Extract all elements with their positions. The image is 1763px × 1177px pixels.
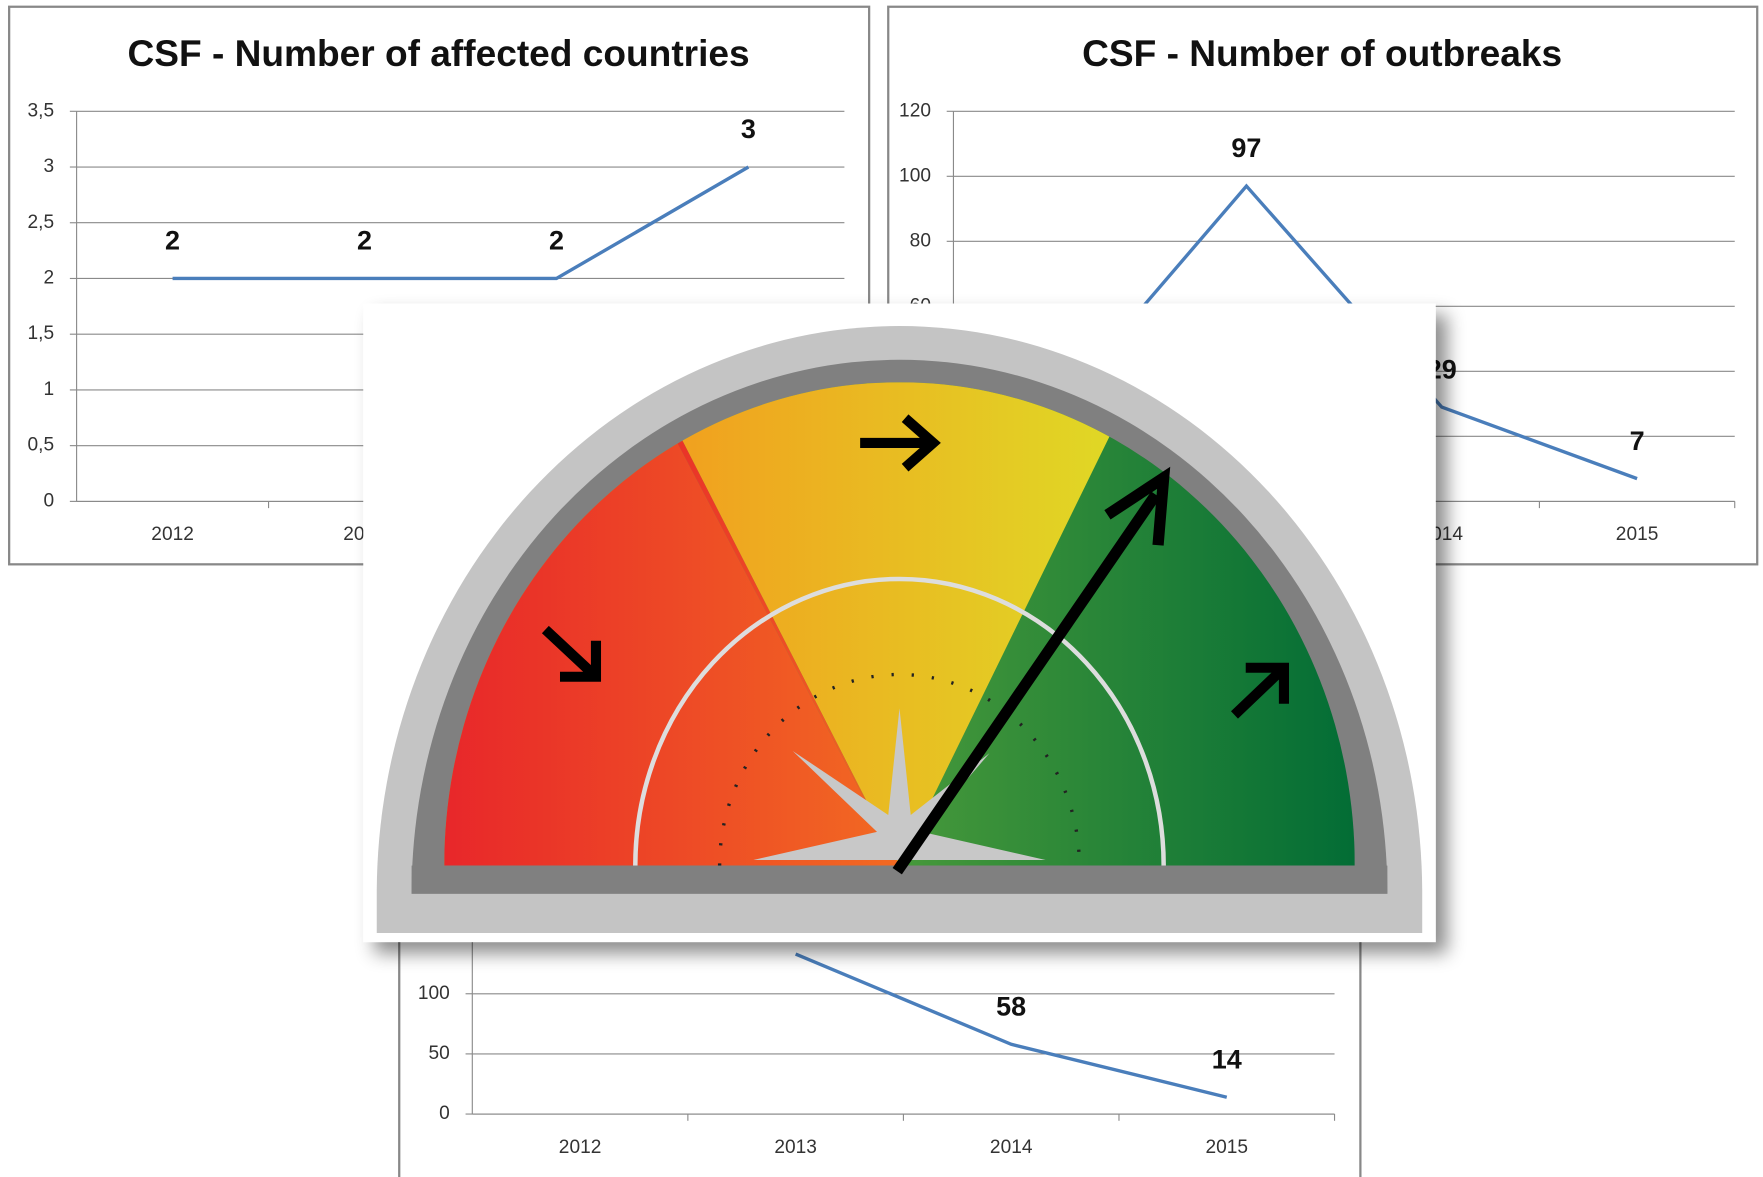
value-label: 7 xyxy=(1630,426,1645,456)
chart-title: CSF - Number of outbreaks xyxy=(1082,32,1562,74)
data-line xyxy=(794,952,1228,1099)
value-label: 14 xyxy=(1212,1044,1242,1074)
red-zone-edge xyxy=(629,382,900,866)
value-label: 2 xyxy=(357,226,372,256)
yellow-zone xyxy=(629,382,1159,866)
y-tick-label: 100 xyxy=(899,165,931,186)
arrow-down xyxy=(541,625,602,682)
value-label: 58 xyxy=(996,991,1026,1021)
chart-title: CSF - Number of affected countries xyxy=(127,32,749,74)
x-tick-label: 2014 xyxy=(990,1137,1033,1158)
y-tick-label: 80 xyxy=(910,230,931,251)
data-line xyxy=(1049,183,1638,481)
y-tick-label: 3 xyxy=(43,156,54,177)
x-tick-label: 2015 xyxy=(1616,524,1659,545)
x-tick-label: 2012 xyxy=(151,524,194,545)
y-tick-label: 1 xyxy=(43,379,54,400)
arrow-right xyxy=(860,414,941,472)
value-label: 97 xyxy=(1231,133,1261,163)
inner-ring xyxy=(633,576,1166,866)
data-line xyxy=(172,165,750,281)
value-label: 3 xyxy=(741,114,756,144)
y-tick-label: 2 xyxy=(43,268,54,289)
x-tick-label: 2012 xyxy=(559,1137,602,1158)
compass-star xyxy=(753,708,1046,860)
y-tick-label: 0,5 xyxy=(28,435,55,456)
x-tick-label: 2013 xyxy=(774,1137,817,1158)
value-label: 2 xyxy=(549,226,564,256)
arrow-up xyxy=(1230,662,1290,719)
gauge xyxy=(363,303,1436,943)
y-tick-label: 100 xyxy=(418,983,450,1004)
y-tick-label: 50 xyxy=(429,1043,450,1064)
value-label: 2 xyxy=(165,226,180,256)
y-tick-label: 1,5 xyxy=(28,323,55,344)
y-tick-label: 0 xyxy=(439,1103,450,1124)
needle xyxy=(892,491,1161,875)
y-tick-label: 2,5 xyxy=(28,212,55,233)
y-tick-label: 0 xyxy=(43,490,54,511)
y-tick-label: 120 xyxy=(899,100,931,121)
needle-head xyxy=(1104,466,1171,546)
y-tick-label: 3,5 xyxy=(28,100,55,121)
x-tick-label: 2015 xyxy=(1206,1137,1249,1158)
